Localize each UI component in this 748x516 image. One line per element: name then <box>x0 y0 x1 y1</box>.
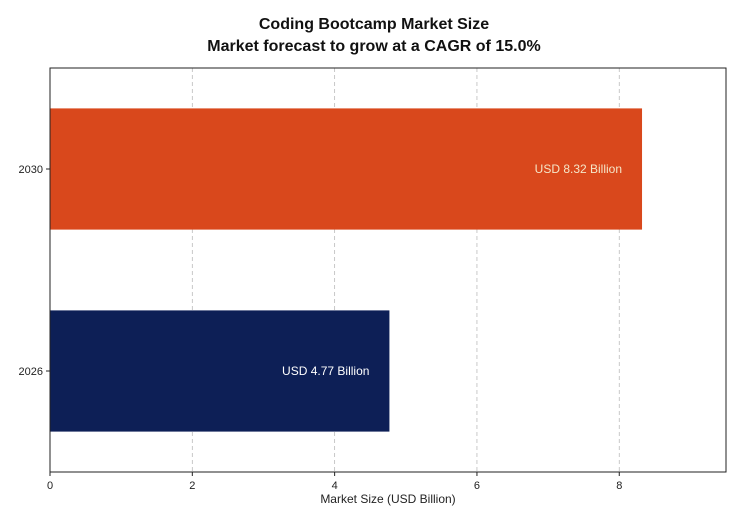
x-axis-label: Market Size (USD Billion) <box>320 492 455 506</box>
y-tick-label-2030: 2030 <box>19 164 43 176</box>
x-tick-label: 6 <box>474 480 480 492</box>
x-tick-label: 0 <box>47 480 53 492</box>
bar-2026 <box>50 310 390 432</box>
chart-subtitle: Market forecast to grow at a CAGR of 15.… <box>207 38 540 55</box>
bar-labels: USD 4.77 Billion USD 8.32 Billion <box>282 162 622 378</box>
x-tick-label: 2 <box>189 480 195 492</box>
bars <box>50 108 643 432</box>
bar-data-label-2030: USD 8.32 Billion <box>535 162 622 176</box>
bar-data-label-2026: USD 4.77 Billion <box>282 364 369 378</box>
bar-2030 <box>50 108 643 230</box>
y-tick-label-2026: 2026 <box>19 366 43 378</box>
x-tick-label: 4 <box>332 480 338 492</box>
x-axis-ticks: 0 2 4 6 8 <box>47 472 622 492</box>
x-tick-label: 8 <box>616 480 622 492</box>
plot-frame <box>49 67 727 473</box>
chart-title: Coding Bootcamp Market Size <box>259 16 489 33</box>
y-axis-ticks: 2026 2030 <box>19 164 50 378</box>
